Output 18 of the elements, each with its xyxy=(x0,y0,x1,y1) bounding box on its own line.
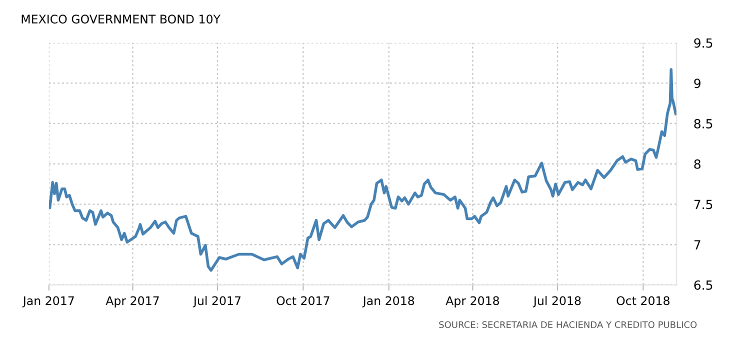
x-tick-label: Oct 2018 xyxy=(616,296,670,306)
x-tick-label: Jan 2017 xyxy=(22,296,74,308)
line-series xyxy=(48,68,677,272)
x-tick-label: Apr 2017 xyxy=(106,296,159,308)
y-tick-label: 7.5 xyxy=(694,200,712,210)
x-tick-label: Jan 2018 xyxy=(362,296,414,308)
x-tick-label: Apr 2018 xyxy=(446,296,500,308)
x-tick-label: Jul 2017 xyxy=(192,296,241,308)
y-tick-label: 8.5 xyxy=(694,119,712,128)
x-tick-label: Oct 2017 xyxy=(276,296,330,306)
y-tick-label: 9 xyxy=(694,78,700,88)
y-tick-label: 8 xyxy=(694,159,700,169)
chart-title: MEXICO GOVERNMENT BOND 10Y xyxy=(22,14,221,24)
y-tick-label: 6.5 xyxy=(694,280,712,290)
y-tick-label: 9.5 xyxy=(694,38,712,48)
source-note: SOURCE: SECRETARIA DE HACIENDA Y CREDITO PUBLICO xyxy=(439,321,697,328)
y-tick-label: 7 xyxy=(694,240,700,250)
x-tick-label: Jul 2018 xyxy=(532,296,581,308)
